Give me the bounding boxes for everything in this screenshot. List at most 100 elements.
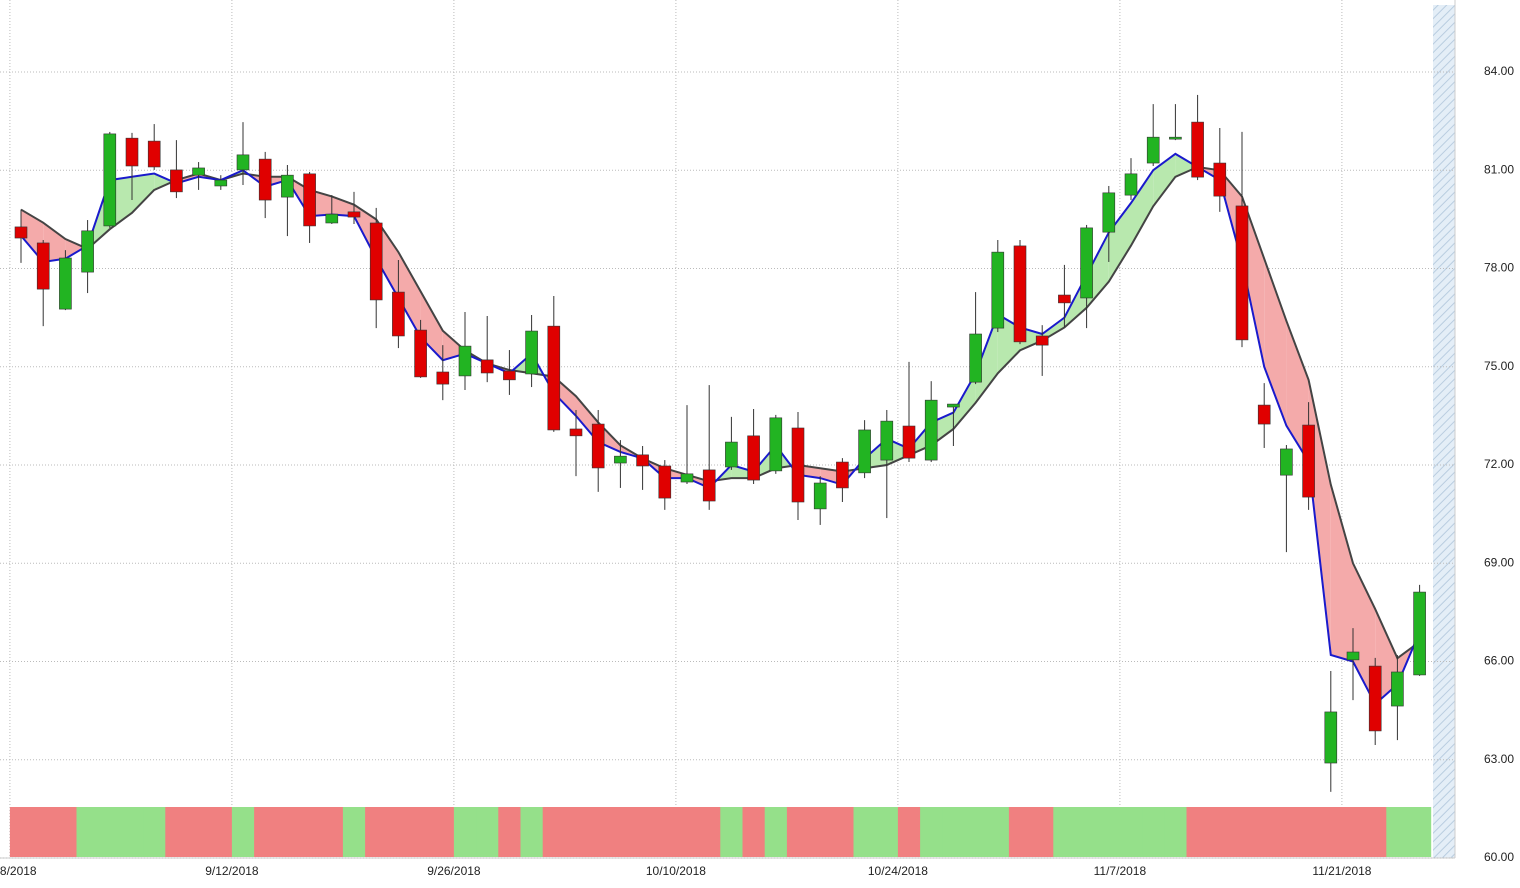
signal-band [409, 807, 433, 857]
candle-body [81, 230, 94, 273]
y-tick-label: 81.00 [1484, 162, 1514, 176]
candle-body [125, 137, 139, 167]
signal-band [143, 807, 166, 857]
candle-body [214, 179, 228, 187]
candle-body [569, 428, 583, 437]
signal-band [587, 807, 610, 857]
candle-body [947, 403, 960, 408]
signal-band [54, 807, 77, 857]
signal-band [1186, 807, 1210, 857]
x-tick-label: 9/12/2018 [205, 864, 259, 878]
candle-body [1324, 711, 1338, 764]
signal-band [942, 807, 965, 857]
ma-fill [1131, 170, 1154, 246]
signal-band [1297, 807, 1321, 857]
candle-body [1413, 591, 1426, 676]
signal-band [786, 807, 810, 857]
y-tick-label: 60.00 [1484, 850, 1514, 864]
candle-body [747, 435, 760, 481]
y-tick-label: 66.00 [1484, 654, 1514, 668]
signal-band [476, 807, 499, 857]
ma-fill [1330, 484, 1353, 662]
signal-band [276, 807, 299, 857]
candle-body [347, 211, 361, 218]
candle-body [170, 169, 183, 193]
candle-body [1191, 121, 1204, 178]
candle-body [59, 257, 72, 310]
signal-band [653, 807, 677, 857]
signal-band [76, 807, 100, 857]
candle-body [1346, 651, 1360, 661]
ma-fill [65, 239, 85, 259]
signal-band [920, 807, 943, 857]
signal-band [764, 807, 788, 857]
signal-band [698, 807, 721, 857]
signal-band [254, 807, 277, 857]
candle-body [1391, 671, 1404, 707]
candle-body [880, 420, 894, 461]
candle-body [924, 399, 938, 461]
future-zone [1433, 5, 1455, 858]
signal-band [187, 807, 211, 857]
signal-band [831, 807, 854, 857]
candle-body [1302, 424, 1315, 498]
signal-band [1097, 807, 1121, 857]
signal-band [431, 807, 455, 857]
y-tick-label: 75.00 [1484, 359, 1514, 373]
candle-body [1368, 665, 1382, 732]
signal-band [720, 807, 743, 857]
signal-band [1386, 807, 1409, 857]
signal-band [609, 807, 632, 857]
candle-body [658, 465, 672, 499]
candle-body [1146, 136, 1160, 164]
y-tick-label: 72.00 [1484, 457, 1514, 471]
x-tick-label: 11/7/2018 [1094, 864, 1147, 878]
candle-body [436, 371, 450, 385]
candle-body [902, 425, 916, 459]
candle-body [991, 251, 1005, 329]
signal-band [1008, 807, 1032, 857]
signal-band [320, 807, 344, 857]
x-tick-label: 11/21/2018 [1312, 864, 1371, 878]
candle-body [858, 429, 871, 474]
ma-fill [1108, 203, 1131, 282]
signal-band [1364, 807, 1387, 857]
signal-band [365, 807, 388, 857]
signal-band [520, 807, 544, 857]
candle-body [36, 242, 50, 290]
signal-band [897, 807, 921, 857]
ma-fill [154, 173, 173, 190]
candle-body [503, 370, 516, 381]
ma-fill [1042, 317, 1065, 341]
candle-body [1013, 245, 1027, 343]
candle-body [1102, 192, 1116, 233]
signal-band [9, 807, 33, 857]
candle-body [303, 173, 316, 227]
candle-body [325, 213, 339, 224]
candle-body [458, 345, 472, 377]
x-tick-label: 10/24/2018 [868, 864, 928, 878]
candle-body [369, 222, 383, 301]
candle-body [1058, 294, 1071, 304]
signal-band [875, 807, 899, 857]
x-tick-label: 9/26/2018 [427, 864, 481, 878]
signal-band [498, 807, 521, 857]
y-tick-label: 69.00 [1484, 555, 1514, 569]
signal-band [453, 807, 477, 857]
signal-band [32, 807, 55, 857]
candle-body [725, 441, 738, 468]
candle-body [480, 359, 494, 374]
signal-band [1408, 807, 1432, 857]
ma-fill [1175, 153, 1198, 177]
candle-body [392, 291, 405, 337]
candle-body [1235, 205, 1249, 341]
candle-body [836, 461, 849, 489]
candle-body [1080, 227, 1093, 299]
ma-fill [331, 196, 354, 217]
signal-band [209, 807, 233, 857]
ma-fill [398, 252, 421, 338]
y-tick-label: 63.00 [1484, 752, 1514, 766]
signal-band [853, 807, 877, 857]
ma-line [20, 165, 1421, 660]
signal-band [1031, 807, 1054, 857]
